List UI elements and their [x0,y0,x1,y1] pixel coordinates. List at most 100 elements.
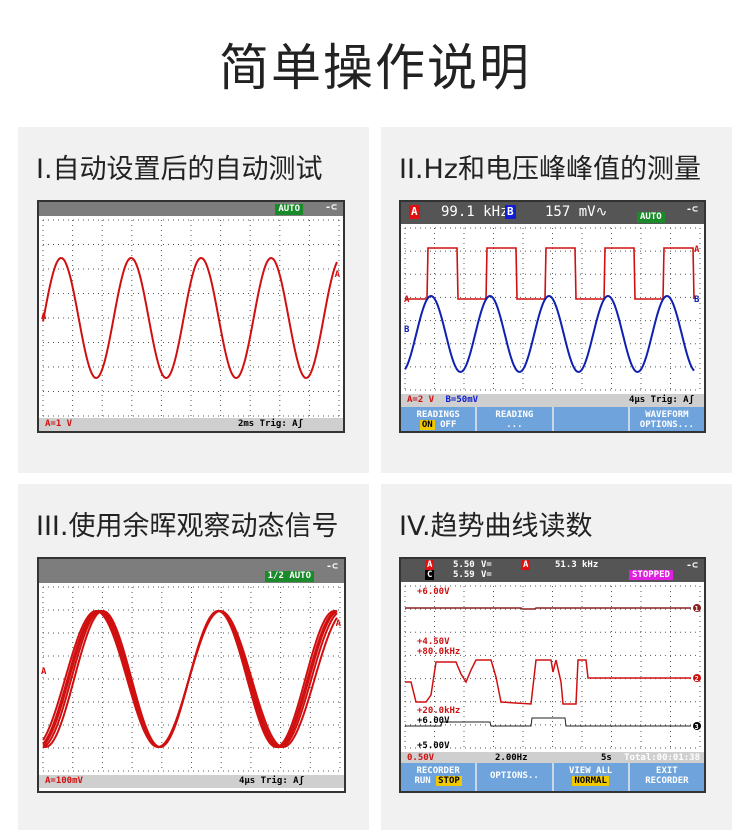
softkey-label: RECORDER [416,766,460,776]
scale-label-5: +6.00V [417,716,450,726]
trace-a-marker-right: A [694,245,700,255]
run-option: RUN [414,776,431,786]
blank-softkey[interactable] [554,407,630,431]
channel-marker-icon [693,674,701,682]
power-plug-icon: -⊂ [325,561,338,572]
waveform-plot: A B A B [404,227,701,391]
panel-title: IV.趋势曲线读数 [399,511,593,542]
timebase-trigger: 4µs Trig: Aʃ [628,395,694,405]
channel-a-scale: A=2 V [407,395,435,405]
panel-title: III.使用余晖观察动态信号 [36,511,339,542]
scale-label-4: +20.0kHz [417,706,461,716]
recorder-run-stop-button[interactable]: RECORDER RUN STOP [401,763,478,791]
timebase-trigger: 2ms Trig: Aʃ [237,419,303,429]
trend-trace-3 [405,717,691,727]
top-bar: A 99.1 kHz B 157 mV∿ AUTO -⊂ [401,202,704,224]
channel-marker-label: 1 [695,605,699,613]
channel-marker-label: 3 [695,723,699,731]
stopped-badge: STOPPED [629,570,673,580]
scale-label-1: +6.00V [417,587,450,597]
sine-trace-b [404,294,695,373]
softkey-label-2: RECORDER [645,776,689,786]
scale-label-2: +4.50V [417,637,450,647]
trace-b-marker-right: B [694,295,700,305]
sine-trace [42,256,338,380]
auto-badge: AUTO [637,212,665,223]
power-plug-icon: -⊂ [685,560,698,571]
channel-marker-label: 2 [695,675,699,683]
unit-c: V= [481,570,492,580]
readings-on-off-button[interactable]: READINGS ON OFF [401,407,478,431]
scale-label-3: +80.0kHz [417,647,461,657]
trace-label-left: A [41,312,47,322]
scope-screen-1: AUTO -⊂ A A A=1 V 2ms Trig: Aʃ [37,200,345,433]
trend-plot: 1 2 3 [404,585,701,749]
exit-recorder-button[interactable]: EXIT RECORDER [630,763,704,791]
unit-a: V= [481,560,492,570]
normal-option: NORMAL [572,776,609,786]
softkey-label: EXIT [656,766,678,776]
top-bar: 1/2 AUTO -⊂ [39,559,344,583]
waveform-plot [42,586,341,772]
frequency-reading: 99.1 kHz [441,204,509,220]
view-all-button[interactable]: VIEW ALL NORMAL [554,763,630,791]
channel-marker-icon [693,722,701,730]
status-bar: A=100mV 4µs Trig: Aʃ [39,775,344,788]
status-bar: 0.50V 2.00Hz 5s Total:00:01:38 [401,752,704,765]
channel-scale: A=100mV [45,776,83,786]
channel-a-chip: A [425,560,435,570]
channel-b-chip: B [505,205,516,219]
frequency-unit: kHz [582,560,599,570]
panel-title: I.自动设置后的自动测试 [36,154,323,185]
auto-badge: 1/2 AUTO [264,571,314,582]
channel-c-chip: C [425,570,435,580]
time-per-div: 5s [601,753,612,763]
reading-a: 5.50 [453,560,475,570]
power-plug-icon: -⊂ [324,202,337,213]
reading-c: 5.59 [453,570,475,580]
softkey-label: VIEW ALL [568,766,613,776]
frequency-reading: 51.3 [555,560,577,570]
peak-to-peak-reading: 157 mV∿ [545,204,608,220]
softkey-label: OPTIONS.. [489,771,539,781]
channel-marker-icon [693,604,701,612]
softkey-bar: READINGS ON OFF READING... WAVEFORM OPTION… [401,407,704,431]
channel-a-chip: A [409,205,420,219]
trace-a-marker: A [404,295,410,305]
square-trace [405,247,695,300]
options-button[interactable]: OPTIONS.. [477,763,554,791]
total-time: Total:00:01:38 [624,753,700,763]
stop-option: STOP [436,776,462,786]
persistence-trace [42,609,338,749]
vertical-scale: 0.50V [407,753,435,763]
channel-b-scale: B=50mV [445,395,479,405]
auto-badge: AUTO [275,204,303,215]
power-plug-icon: -⊂ [685,204,698,215]
timebase-trigger: 4µs Trig: Aʃ [238,776,304,786]
waveform-options-button[interactable]: WAVEFORM OPTIONS... [630,407,704,431]
trace-label-right: A [335,619,341,629]
softkey-label: WAVEFORM [645,410,689,420]
scope-screen-3: 1/2 AUTO -⊂ A A A=100mV 4µs Trig: Aʃ [37,557,346,793]
softkey-label-2: OPTIONS... [639,420,694,430]
softkey-label-2: ... [506,420,523,430]
softkey-bar: RECORDER RUN STOP OPTIONS.. VIEW ALL NORMA… [401,763,704,791]
top-bar: AUTO -⊂ [39,202,343,216]
reading-button[interactable]: READING... [477,407,554,431]
trace-b-marker: B [404,325,410,335]
off-option: OFF [440,420,457,430]
on-option: ON [419,420,435,430]
channel-a2-chip: A [521,560,531,570]
trend-trace-2 [405,659,691,705]
top-bar: A 5.50 V= A 51.3 kHz C 5.59 V= STOPPED -… [401,559,704,582]
scope-screen-4: A 5.50 V= A 51.3 kHz C 5.59 V= STOPPED -… [399,557,706,793]
waveform-plot [42,219,340,417]
panel-title: II.Hz和电压峰峰值的测量 [399,154,701,185]
frequency-scale: 2.00Hz [495,753,528,763]
page-title: 简单操作说明 [219,39,531,97]
trend-trace-1 [405,607,691,610]
scale-label-6: +5.00V [417,741,450,751]
scope-screen-2: A 99.1 kHz B 157 mV∿ AUTO -⊂ A B A B A=2 V … [399,200,706,433]
channel-scale: A=1 V [45,419,73,429]
trace-label-left: A [41,667,47,677]
